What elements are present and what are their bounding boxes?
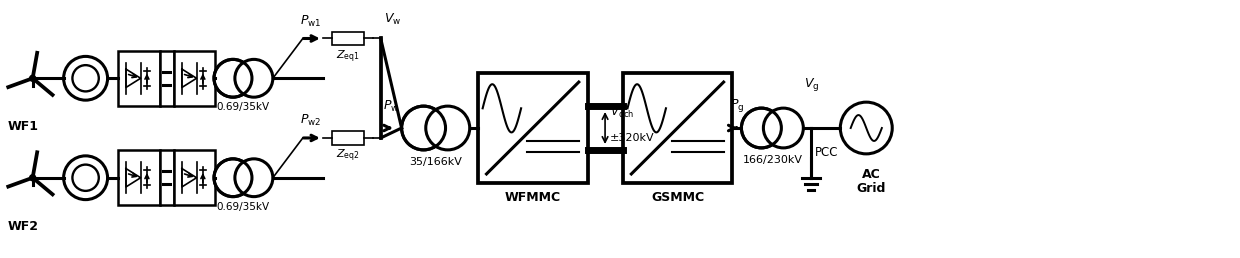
Bar bbox=[118, 150, 160, 205]
Circle shape bbox=[402, 106, 445, 150]
Text: WF2: WF2 bbox=[7, 220, 38, 232]
Text: 0.69/35kV: 0.69/35kV bbox=[217, 201, 270, 212]
Text: GSMMC: GSMMC bbox=[651, 191, 704, 204]
Text: $V_{\rm g}$: $V_{\rm g}$ bbox=[804, 76, 820, 93]
Circle shape bbox=[742, 108, 781, 148]
Circle shape bbox=[764, 108, 804, 148]
Text: $P_{\rm g}$: $P_{\rm g}$ bbox=[729, 97, 744, 114]
Bar bbox=[160, 51, 174, 106]
Circle shape bbox=[215, 159, 252, 197]
Text: WF1: WF1 bbox=[7, 120, 38, 133]
Circle shape bbox=[30, 175, 36, 181]
Text: $P_{\rm w1}$: $P_{\rm w1}$ bbox=[300, 13, 321, 29]
Text: AC
Grid: AC Grid bbox=[857, 168, 885, 195]
Bar bbox=[174, 150, 216, 205]
Bar bbox=[622, 73, 733, 183]
Text: $V_{\rm w}$: $V_{\rm w}$ bbox=[383, 11, 401, 27]
Circle shape bbox=[425, 106, 470, 150]
Bar bbox=[118, 51, 160, 106]
Text: PCC: PCC bbox=[816, 146, 838, 159]
Text: $V_{\rm dch}$: $V_{\rm dch}$ bbox=[610, 105, 635, 120]
Text: $Z_{\rm eq1}$: $Z_{\rm eq1}$ bbox=[336, 49, 360, 65]
Text: 166/230kV: 166/230kV bbox=[743, 155, 802, 165]
Text: $P_{\rm w2}$: $P_{\rm w2}$ bbox=[300, 113, 321, 128]
Bar bbox=[160, 150, 174, 205]
Text: 0.69/35kV: 0.69/35kV bbox=[217, 102, 270, 112]
Text: 35/166kV: 35/166kV bbox=[409, 157, 463, 167]
Circle shape bbox=[234, 159, 273, 197]
Bar bbox=[331, 131, 365, 145]
Text: ±320kV: ±320kV bbox=[610, 133, 655, 143]
Text: $P_{\rm w}$: $P_{\rm w}$ bbox=[383, 99, 399, 114]
Bar bbox=[174, 51, 216, 106]
Text: $Z_{\rm eq2}$: $Z_{\rm eq2}$ bbox=[336, 148, 360, 164]
Bar bbox=[477, 73, 588, 183]
Circle shape bbox=[234, 59, 273, 97]
Circle shape bbox=[30, 75, 36, 81]
Bar bbox=[331, 31, 365, 45]
Text: WFMMC: WFMMC bbox=[505, 191, 560, 204]
Circle shape bbox=[215, 59, 252, 97]
